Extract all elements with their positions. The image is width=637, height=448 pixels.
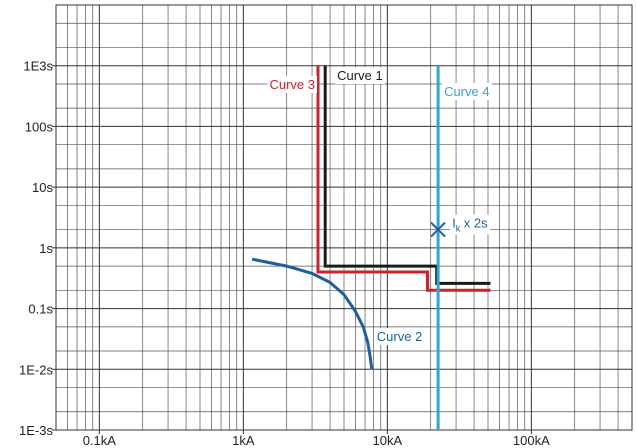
series-labels: Curve 1 Curve 3 Curve 2 Curve 4	[267, 67, 492, 345]
major-grid	[56, 5, 632, 430]
x-axis-tick-labels: 0.1kA 1kA 10kA 100kA	[83, 430, 550, 448]
series-label-background	[335, 67, 385, 84]
series-label-curve-4: Curve 4	[444, 84, 490, 99]
series-line-curve-2	[251, 257, 374, 370]
series-label-background	[267, 76, 318, 93]
series-label-curve-3: Curve 3	[269, 77, 315, 92]
ik-label: Ik x 2s	[452, 216, 488, 234]
x-tick-label: 1kA	[232, 433, 255, 448]
y-tick-label: 1E-3s	[19, 423, 53, 438]
y-tick-label: 0.1s	[28, 302, 53, 317]
y-tick-label: 100s	[25, 119, 54, 134]
series-line-curve-3	[316, 65, 491, 292]
y-tick-label: 1s	[39, 241, 53, 256]
y-tick-label: 1E3s	[23, 59, 53, 74]
y-axis-tick-labels: 1E-3s 1E-2s 0.1s 1s 10s 100s 1E3s	[19, 59, 56, 438]
ik-marker	[430, 221, 446, 238]
series-layer	[251, 65, 491, 430]
series-label-curve-1: Curve 1	[337, 68, 383, 83]
y-tick-label: 10s	[32, 180, 53, 195]
y-tick-label: 1E-2s	[19, 362, 53, 377]
series-label-background	[374, 328, 425, 345]
annotations: Ik x 2s	[430, 214, 491, 238]
x-tick-label: 10kA	[373, 433, 403, 448]
series-label-background	[442, 83, 492, 100]
minor-grid	[56, 5, 632, 430]
plot-frame	[55, 4, 633, 431]
series-label-curve-2: Curve 2	[377, 329, 423, 344]
x-tick-label: 0.1kA	[83, 433, 117, 448]
ik-label-background	[450, 214, 491, 235]
x-tick-label: 100kA	[513, 433, 550, 448]
